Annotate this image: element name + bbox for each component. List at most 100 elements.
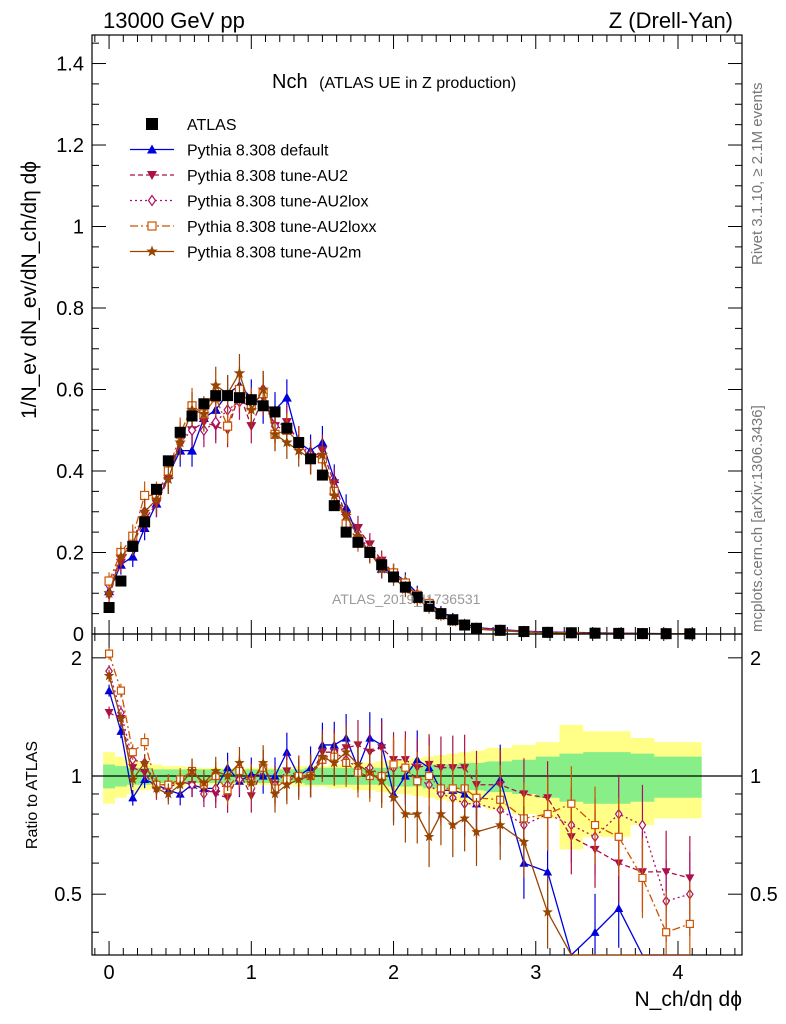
- series-5-point: [293, 444, 305, 456]
- series-5-ratio-point: [186, 765, 198, 776]
- series-1-point: [281, 392, 292, 402]
- legend-marker: [147, 144, 157, 154]
- data-point: [399, 581, 411, 593]
- series-2-ratio-point: [377, 744, 387, 753]
- mcplots-label: mcplots.cern.ch [arXiv:1306.3436]: [749, 405, 766, 632]
- data-point: [364, 547, 376, 559]
- legend-marker: [147, 171, 157, 180]
- data-point: [103, 602, 115, 614]
- series-5-ratio-point: [495, 819, 506, 830]
- y-tick-label: 0.6: [56, 380, 84, 402]
- series-5-ratio-point: [293, 774, 304, 784]
- series-5-ratio-point: [542, 906, 553, 917]
- series-5-ratio-point: [435, 808, 447, 819]
- series-5-point: [174, 436, 186, 448]
- chart-title-sub: (ATLAS UE in Z production): [319, 75, 516, 92]
- x-tick-label: 4: [672, 962, 683, 984]
- series-4-ratio-point: [638, 873, 647, 883]
- series-5-ratio-point: [175, 779, 186, 790]
- series-1-ratio-point: [128, 793, 138, 802]
- series-5-ratio-point: [518, 836, 530, 847]
- header-left: 13000 GeV pp: [103, 8, 245, 33]
- series-5-ratio-point: [388, 792, 399, 803]
- series-3-point: [211, 416, 220, 429]
- data-point: [376, 559, 388, 571]
- legend-label: Pythia 8.308 tune-AU2lox: [187, 194, 368, 211]
- legend-label: Pythia 8.308 tune-AU2loxx: [187, 219, 376, 236]
- data-point: [435, 608, 447, 620]
- ratio-y-tick-label: 2: [71, 648, 82, 670]
- series-5-ratio-point: [139, 757, 150, 768]
- series-5-ratio-point: [127, 774, 138, 784]
- data-point: [150, 483, 162, 495]
- series-4-ratio-point: [116, 686, 126, 695]
- series-1-ratio-point: [543, 867, 553, 876]
- data-point: [542, 626, 554, 638]
- data-point: [245, 394, 257, 406]
- x-tick-label: 0: [104, 962, 115, 984]
- series-5-ratio-point: [471, 826, 482, 837]
- series-1-ratio-point: [590, 927, 600, 936]
- data-point: [411, 591, 423, 603]
- y-tick-label: 0: [73, 624, 84, 646]
- data-point: [186, 410, 198, 422]
- data-point: [293, 436, 305, 448]
- data-point: [115, 575, 127, 587]
- ratio-y-tick-label: 1: [750, 766, 761, 788]
- header-right: Z (Drell-Yan): [609, 8, 733, 33]
- series-5-ratio-point: [210, 765, 221, 776]
- series-5-point: [210, 379, 222, 391]
- series-4-ratio-point: [140, 738, 149, 747]
- series-5-ratio-point: [103, 670, 115, 681]
- series-5-ratio-point: [246, 777, 257, 788]
- series-5-point: [162, 473, 174, 484]
- data-point: [174, 426, 186, 438]
- series-4-ratio-point: [401, 763, 410, 772]
- x-tick-label: 1: [246, 962, 257, 984]
- series-5-ratio-point: [447, 819, 458, 830]
- data-point: [281, 422, 293, 434]
- ratio-y-tick-label: 1: [71, 766, 82, 788]
- series-4-ratio-point: [424, 771, 434, 781]
- data-point: [269, 406, 281, 418]
- series-5-point: [340, 509, 352, 521]
- series-5-ratio-point: [305, 770, 316, 781]
- legend-label: Pythia 8.308 tune-AU2: [187, 168, 348, 185]
- ratio-y-axis-label: Ratio to ATLAS: [24, 741, 41, 849]
- series-5-ratio-point: [151, 782, 162, 793]
- series-1-point: [127, 551, 138, 561]
- series-5-point: [352, 530, 364, 542]
- series-5-point: [281, 436, 293, 448]
- rivet-label: Rivet 3.1.10, ≥ 2.1M events: [749, 83, 766, 266]
- series-4-ratio-point: [614, 832, 623, 841]
- ratio-y-tick-label: 0.5: [54, 884, 82, 906]
- series-5-point: [103, 587, 115, 599]
- data-point: [222, 390, 234, 402]
- data-point: [459, 619, 471, 631]
- data-point: [613, 627, 625, 639]
- series-5-ratio-point: [317, 751, 328, 762]
- data-point: [257, 400, 269, 412]
- series-5-ratio-point: [198, 777, 210, 788]
- data-point: [589, 627, 601, 639]
- data-point: [423, 600, 435, 612]
- series-5-ratio-point: [459, 812, 470, 823]
- data-point: [494, 624, 506, 636]
- series-2-ratio-point: [140, 769, 150, 778]
- legend-label: Pythia 8.308 default: [187, 143, 329, 160]
- y-tick-label: 1: [73, 217, 84, 239]
- data-point: [565, 627, 577, 639]
- series-4-ratio-point: [389, 760, 398, 769]
- ratio-y-tick-label: 2: [750, 648, 761, 670]
- data-point: [139, 516, 151, 528]
- series-4-ratio-point: [662, 928, 671, 937]
- y-tick-label: 1.2: [56, 135, 84, 157]
- series-4-ratio-point: [590, 820, 600, 830]
- data-point: [470, 622, 482, 634]
- series-5-point: [115, 550, 127, 562]
- data-point: [198, 398, 210, 410]
- x-tick-label: 3: [530, 962, 541, 984]
- series-5-point: [328, 489, 340, 501]
- series-5-ratio-point: [423, 831, 435, 842]
